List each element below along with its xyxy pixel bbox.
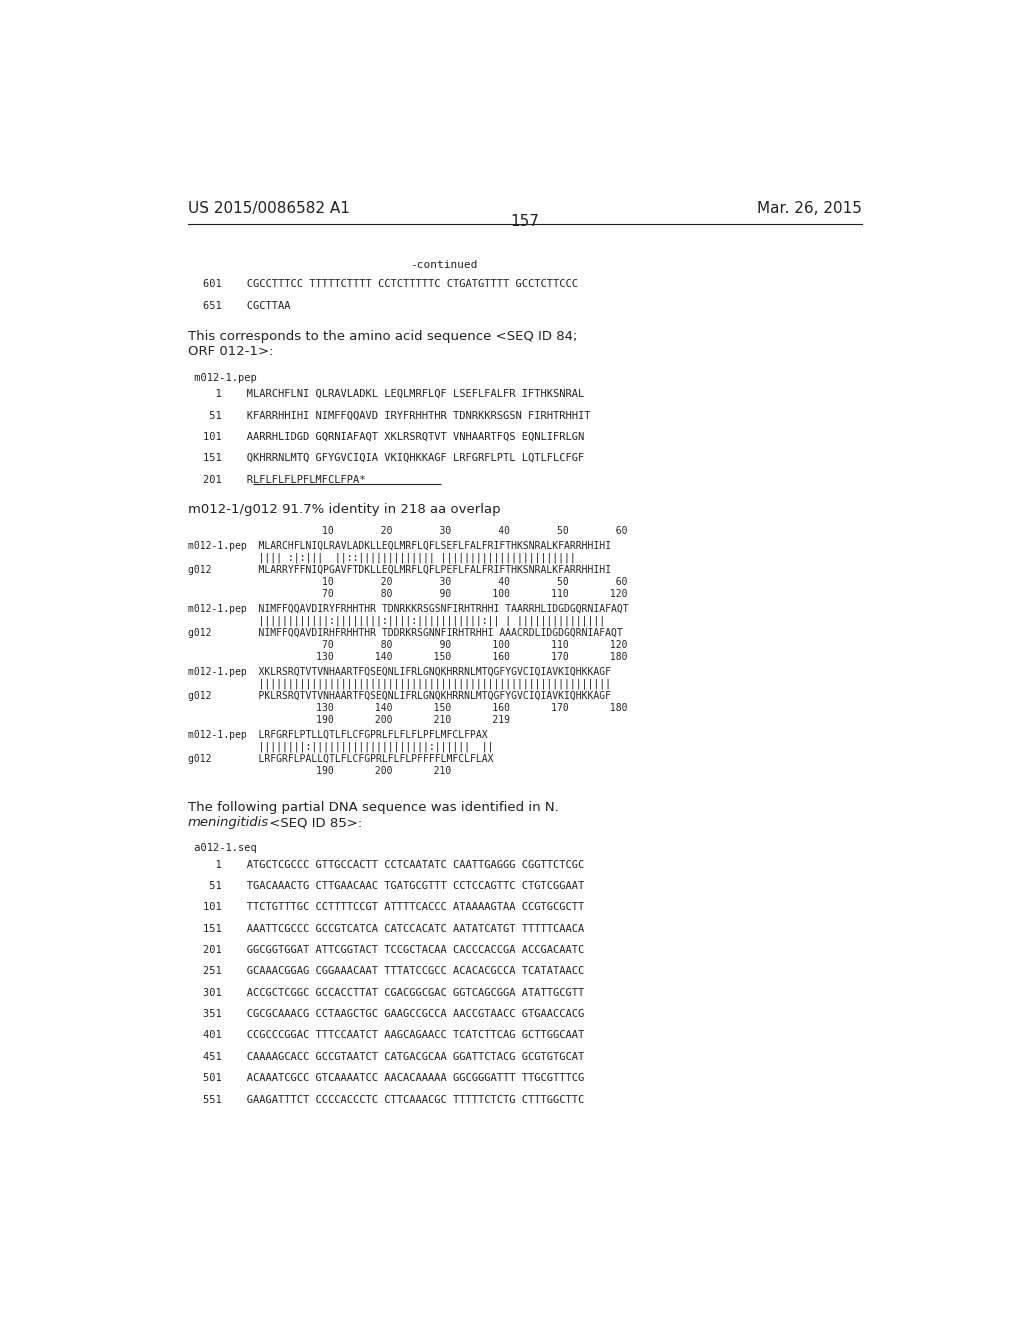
Text: g012        MLARRYFFNIQPGAVFTDKLLEQLMRFLQFLPEFLFALFRIFTHKSNRALKFARRHHIHI: g012 MLARRYFFNIQPGAVFTDKLLEQLMRFLQFLPEFL… (187, 565, 610, 576)
Text: 51    KFARRHHIHI NIMFFQQAVD IRYFRHHTHR TDNRKKRSGSN FIRHTRHHIT: 51 KFARRHHIHI NIMFFQQAVD IRYFRHHTHR TDNR… (204, 411, 591, 421)
Text: m012-1.pep: m012-1.pep (187, 372, 256, 383)
Text: 130       140       150       160       170       180: 130 140 150 160 170 180 (274, 704, 628, 713)
Text: meningitidis: meningitidis (187, 816, 268, 829)
Text: 1    ATGCTCGCCC GTTGCCACTT CCTCAATATC CAATTGAGGG CGGTTCTCGC: 1 ATGCTCGCCC GTTGCCACTT CCTCAATATC CAATT… (204, 859, 585, 870)
Text: Mar. 26, 2015: Mar. 26, 2015 (757, 201, 862, 216)
Text: m012-1/g012 91.7% identity in 218 aa overlap: m012-1/g012 91.7% identity in 218 aa ove… (187, 503, 500, 516)
Text: m012-1.pep  NIMFFQQAVDIRYFRHHTHR TDNRKKRSGSNFIRHTRHHI TAARRHLIDGDGQRNIAFAQT: m012-1.pep NIMFFQQAVDIRYFRHHTHR TDNRKKRS… (187, 603, 628, 614)
Text: 101    AARRHLIDGD GQRNIAFAQT XKLRSRQTVT VNHAARTFQS EQNLIFRLGN: 101 AARRHLIDGD GQRNIAFAQT XKLRSRQTVT VNH… (204, 432, 585, 442)
Text: ||||||||||||||||||||||||||||||||||||||||||||||||||||||||||||: ||||||||||||||||||||||||||||||||||||||||… (187, 678, 610, 689)
Text: 190       200       210       219: 190 200 210 219 (274, 715, 510, 726)
Text: m012-1.pep  XKLRSRQTVTVNHAARTFQSEQNLIFRLGNQKHRRNLMTQGFYGVCIQIAVKIQHKKAGF: m012-1.pep XKLRSRQTVTVNHAARTFQSEQNLIFRLG… (187, 667, 610, 677)
Text: 157: 157 (510, 214, 540, 230)
Text: m012-1.pep  LRFGRFLPTLLQTLFLCFGPRLFLFLFLPFLMFCLFPAX: m012-1.pep LRFGRFLPTLLQTLFLCFGPRLFLFLFLP… (187, 730, 487, 739)
Text: 451    CAAAAGCACC GCCGTAATCT CATGACGCAA GGATTCTACG GCGTGTGCAT: 451 CAAAAGCACC GCCGTAATCT CATGACGCAA GGA… (204, 1052, 585, 1061)
Text: ||||||||:||||||||||||||||||||:||||||  ||: ||||||||:||||||||||||||||||||:|||||| || (187, 742, 493, 752)
Text: |||| :|:|||  ||::||||||||||||| |||||||||||||||||||||||: |||| :|:||| ||::||||||||||||| ||||||||||… (187, 553, 575, 564)
Text: ORF 012-1>:: ORF 012-1>: (187, 346, 273, 359)
Text: 151    QKHRRNLMTQ GFYGVCIQIA VKIQHKKAGF LRFGRFLPTL LQTLFLCFGF: 151 QKHRRNLMTQ GFYGVCIQIA VKIQHKKAGF LRF… (204, 453, 585, 463)
Text: This corresponds to the amino acid sequence <SEQ ID 84;: This corresponds to the amino acid seque… (187, 330, 577, 343)
Text: 51    TGACAAACTG CTTGAACAAC TGATGCGTTT CCTCCAGTTC CTGTCGGAAT: 51 TGACAAACTG CTTGAACAAC TGATGCGTTT CCTC… (204, 880, 585, 891)
Text: -continued: -continued (410, 260, 477, 271)
Text: 70        80        90       100       110       120: 70 80 90 100 110 120 (274, 640, 628, 651)
Text: 70        80        90       100       110       120: 70 80 90 100 110 120 (274, 589, 628, 599)
Text: US 2015/0086582 A1: US 2015/0086582 A1 (187, 201, 349, 216)
Text: g012        LRFGRFLPALLQTLFLCFGPRLFLFLPFFFFLMFCLFLAX: g012 LRFGRFLPALLQTLFLCFGPRLFLFLPFFFFLMFC… (187, 754, 493, 764)
Text: ||||||||||||:||||||||:||||:|||||||||||:|| | |||||||||||||||: ||||||||||||:||||||||:||||:|||||||||||:|… (187, 615, 604, 626)
Text: The following partial DNA sequence was identified in N.: The following partial DNA sequence was i… (187, 801, 558, 813)
Text: g012        PKLRSRQTVTVNHAARTFQSEQNLIFRLGNQKHRRNLMTQGFYGVCIQIAVKIQHKKAGF: g012 PKLRSRQTVTVNHAARTFQSEQNLIFRLGNQKHRR… (187, 690, 610, 701)
Text: 190       200       210: 190 200 210 (274, 766, 451, 776)
Text: 201    GGCGGTGGAT ATTCGGTACT TCCGCTACAA CACCCACCGA ACCGACAATC: 201 GGCGGTGGAT ATTCGGTACT TCCGCTACAA CAC… (204, 945, 585, 956)
Text: 501    ACAAATCGCC GTCAAAATCC AACACAAAAA GGCGGGATTT TTGCGTTTCG: 501 ACAAATCGCC GTCAAAATCC AACACAAAAA GGC… (204, 1073, 585, 1084)
Text: 551    GAAGATTTCT CCCCACCCTC CTTCAAACGC TTTTTCTCTG CTTTGGCTTC: 551 GAAGATTTCT CCCCACCCTC CTTCAAACGC TTT… (204, 1094, 585, 1105)
Text: 351    CGCGCAAACG CCTAAGCTGC GAAGCCGCCA AACCGTAACC GTGAACCACG: 351 CGCGCAAACG CCTAAGCTGC GAAGCCGCCA AAC… (204, 1008, 585, 1019)
Text: 251    GCAAACGGAG CGGAAACAAT TTTATCCGCC ACACACGCCA TCATATAACC: 251 GCAAACGGAG CGGAAACAAT TTTATCCGCC ACA… (204, 966, 585, 977)
Text: 301    ACCGCTCGGC GCCACCTTAT CGACGGCGAC GGTCAGCGGA ATATTGCGTT: 301 ACCGCTCGGC GCCACCTTAT CGACGGCGAC GGT… (204, 987, 585, 998)
Text: m012-1.pep  MLARCHFLNIQLRAVLADKLLEQLMRFLQFLSEFLFALFRIFTHKSNRALKFARRHHIHI: m012-1.pep MLARCHFLNIQLRAVLADKLLEQLMRFLQ… (187, 541, 610, 550)
Text: 601    CGCCTTTCC TTTTTCTTTT CCTCTTTTTC CTGATGTTTT GCCTCTTCCC: 601 CGCCTTTCC TTTTTCTTTT CCTCTTTTTC CTGA… (204, 280, 579, 289)
Text: 651    CGCTTAA: 651 CGCTTAA (204, 301, 291, 310)
Text: 10        20        30        40        50        60: 10 20 30 40 50 60 (274, 577, 628, 587)
Text: <SEQ ID 85>:: <SEQ ID 85>: (265, 816, 362, 829)
Text: 130       140       150       160       170       180: 130 140 150 160 170 180 (274, 652, 628, 663)
Text: 10        20        30        40        50        60: 10 20 30 40 50 60 (274, 527, 628, 536)
Text: 201    RLFLFLFLPFLMFCLFPA*: 201 RLFLFLFLPFLMFCLFPA* (204, 474, 366, 484)
Text: 101    TTCTGTTTGC CCTTTTCCGT ATTTTCACCC ATAAAAGTAA CCGTGCGCTT: 101 TTCTGTTTGC CCTTTTCCGT ATTTTCACCC ATA… (204, 903, 585, 912)
Text: a012-1.seq: a012-1.seq (187, 843, 256, 854)
Text: 1    MLARCHFLNI QLRAVLADKL LEQLMRFLQF LSEFLFALFR IFTHKSNRAL: 1 MLARCHFLNI QLRAVLADKL LEQLMRFLQF LSEFL… (204, 389, 585, 399)
Text: 151    AAATTCGCCC GCCGTCATCA CATCCACATC AATATCATGT TTTTTCAACA: 151 AAATTCGCCC GCCGTCATCA CATCCACATC AAT… (204, 924, 585, 933)
Text: 401    CCGCCCGGAC TTTCCAATCT AAGCAGAACC TCATCTTCAG GCTTGGCAAT: 401 CCGCCCGGAC TTTCCAATCT AAGCAGAACC TCA… (204, 1031, 585, 1040)
Text: g012        NIMFFQQAVDIRHFRHHTHR TDDRKRSGNNFIRHTRHHI AAACRDLIDGDGQRNIAFAQT: g012 NIMFFQQAVDIRHFRHHTHR TDDRKRSGNNFIRH… (187, 628, 623, 638)
